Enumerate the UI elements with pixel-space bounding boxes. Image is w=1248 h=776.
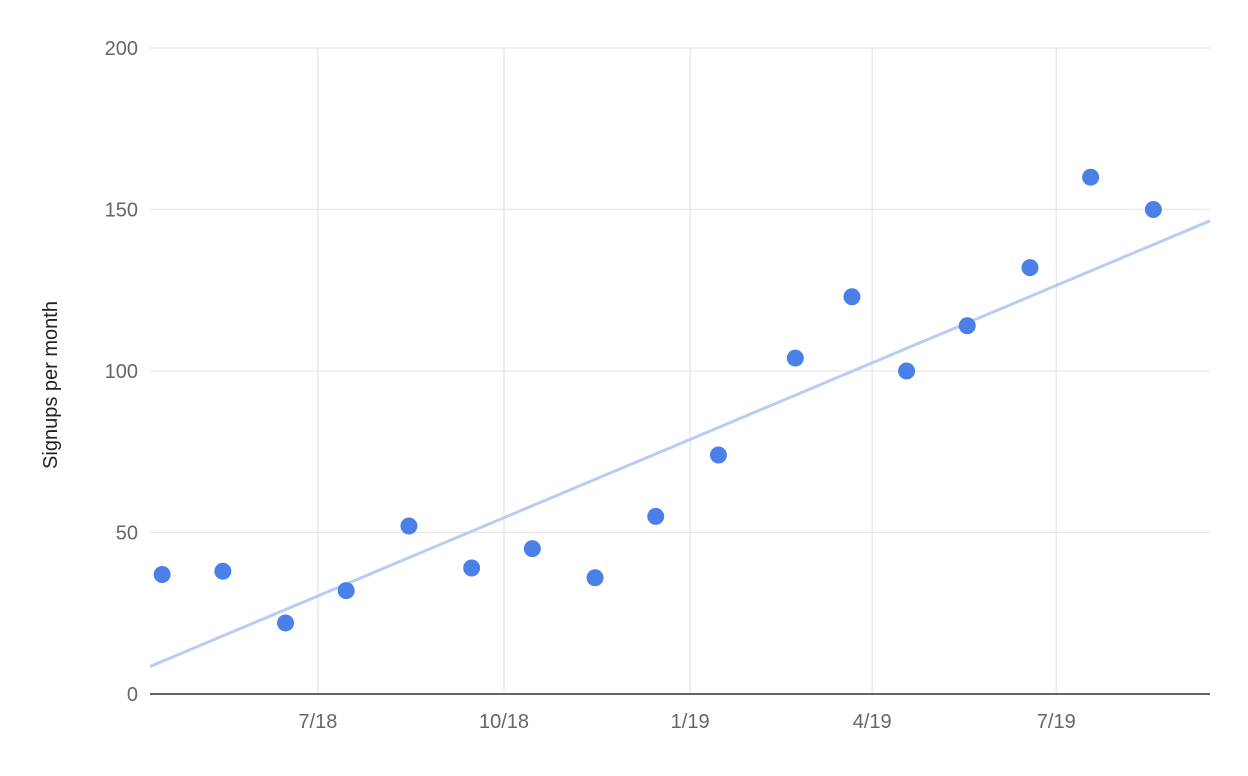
data-point [1144,201,1162,218]
y-tick-label: 100 [105,361,138,383]
data-point [1021,259,1039,277]
trendline [149,219,1211,668]
y-tick-label: 0 [127,684,138,706]
data-point [337,582,355,600]
data-point [277,614,295,632]
data-point [898,362,916,380]
data-point [843,288,861,306]
data-point [463,559,481,577]
grid-lines [150,47,1210,694]
data-point [709,446,727,464]
data-point [958,317,976,335]
x-tick-label: 1/19 [671,711,710,733]
axes: 0 50 100 150 200 7/18 10/18 1/19 4/19 7/19 [105,38,1210,733]
y-tick-label: 50 [116,523,138,545]
data-point [153,565,171,583]
data-point [1082,168,1100,186]
x-tick-label: 10/18 [479,711,529,733]
x-tick-label: 7/18 [298,711,337,733]
data-point [400,517,418,535]
y-tick-label: 200 [105,38,138,60]
y-axis-title: Signups per month [40,301,62,469]
data-point [523,540,541,558]
data-points [153,168,1162,632]
x-tick-label: 7/19 [1037,711,1076,733]
data-point [214,562,232,580]
data-point [786,349,804,367]
y-tick-label: 150 [105,200,138,222]
trendline-layer [149,219,1211,668]
x-tick-label: 4/19 [853,711,892,733]
data-point [586,569,604,587]
data-point [647,507,665,525]
